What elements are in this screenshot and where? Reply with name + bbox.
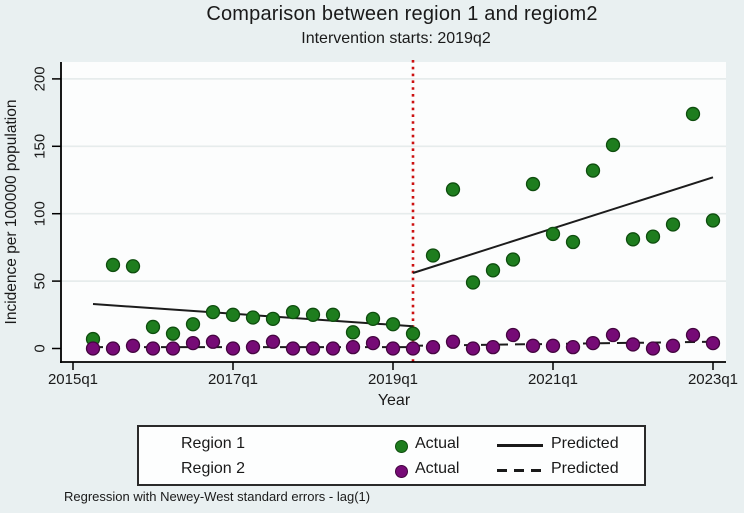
- data-point-region-1-actual: [185, 317, 201, 332]
- data-point-region-1-actual: [585, 163, 601, 178]
- data-point-region-1-actual: [325, 307, 341, 322]
- data-point-region-2-actual: [565, 340, 581, 355]
- data-point-region-2-actual: [425, 340, 441, 355]
- data-point-region-2-actual: [545, 338, 561, 353]
- data-point-region-2-actual: [105, 341, 121, 356]
- data-point-region-1-actual: [365, 311, 381, 326]
- region1-predicted-line-icon: [497, 444, 543, 447]
- data-point-region-1-actual: [405, 326, 421, 341]
- data-point-region-1-actual: [645, 229, 661, 244]
- data-point-region-1-actual: [625, 232, 641, 247]
- data-point-region-1-actual: [665, 217, 681, 232]
- data-point-region-2-actual: [465, 341, 481, 356]
- y-tick-label: 50: [32, 273, 49, 290]
- data-point-region-1-actual: [705, 213, 721, 228]
- data-point-region-1-actual: [305, 307, 321, 322]
- region2-predicted-line-icon: [497, 469, 543, 472]
- x-tick-label: 2023q1: [688, 371, 738, 388]
- data-point-region-2-actual: [265, 334, 281, 349]
- data-point-region-1-actual: [425, 248, 441, 263]
- y-tick-label: 150: [32, 134, 49, 159]
- data-point-region-1-actual: [145, 319, 161, 335]
- plot-area: [61, 62, 726, 362]
- legend-region2-actual-label: Actual: [415, 460, 460, 477]
- data-point-region-1-actual: [525, 176, 541, 192]
- legend-region1-actual-label: Actual: [415, 435, 460, 452]
- legend-row-region2: Region 2 Actual Predicted: [139, 458, 644, 484]
- data-point-region-1-actual: [385, 317, 401, 332]
- data-point-region-1-actual: [345, 325, 361, 340]
- data-point-region-1-actual: [485, 263, 501, 278]
- data-point-region-2-actual: [685, 327, 701, 343]
- data-point-region-2-actual: [325, 341, 341, 356]
- data-point-region-2-actual: [345, 340, 361, 355]
- data-point-region-2-actual: [225, 341, 241, 356]
- data-point-region-2-actual: [705, 335, 721, 351]
- legend-region1-label: Region 1: [181, 435, 246, 452]
- data-point-region-2-actual: [305, 341, 321, 356]
- data-point-region-2-actual: [445, 334, 461, 349]
- data-point-region-1-actual: [245, 310, 261, 325]
- data-point-region-2-actual: [185, 335, 201, 351]
- region-1-predicted-segment: [412, 176, 714, 274]
- x-axis-title: Year: [378, 392, 411, 409]
- data-point-region-2-actual: [485, 340, 501, 355]
- data-point-region-2-actual: [405, 341, 421, 356]
- data-point-region-2-actual: [585, 335, 601, 351]
- regression-note: Regression with Newey-West standard erro…: [64, 489, 371, 504]
- data-point-region-1-actual: [565, 234, 581, 250]
- data-point-region-2-actual: [525, 338, 541, 353]
- y-tick-label: 100: [32, 201, 49, 226]
- legend-region2-predicted-label: Predicted: [551, 460, 619, 477]
- data-point-region-2-actual: [645, 341, 661, 356]
- region1-actual-marker-icon: [395, 440, 408, 453]
- x-tick-label: 2017q1: [208, 371, 258, 388]
- legend-row-region1: Region 1 Actual Predicted: [139, 433, 644, 459]
- data-point-region-1-actual: [445, 182, 461, 197]
- y-tick-label: 0: [32, 344, 49, 352]
- y-tick-label: 200: [32, 66, 49, 91]
- x-tick-label: 2019q1: [368, 371, 418, 388]
- data-point-region-1-actual: [685, 106, 701, 122]
- data-point-region-2-actual: [665, 338, 681, 353]
- data-point-region-2-actual: [85, 341, 101, 356]
- data-point-region-1-actual: [465, 275, 481, 290]
- data-point-region-1-actual: [105, 257, 121, 273]
- data-point-region-2-actual: [385, 341, 401, 356]
- data-point-region-1-actual: [545, 226, 561, 242]
- y-axis-title: Incidence per 100000 population: [3, 100, 20, 325]
- data-point-region-2-actual: [165, 341, 181, 356]
- data-point-region-1-actual: [265, 311, 281, 326]
- legend-region1-predicted-label: Predicted: [551, 435, 619, 452]
- data-point-region-1-actual: [225, 307, 241, 322]
- data-point-region-2-actual: [125, 338, 141, 353]
- data-point-region-2-actual: [245, 340, 261, 355]
- data-point-region-1-actual: [285, 304, 301, 320]
- data-point-region-1-actual: [605, 137, 621, 153]
- data-point-region-2-actual: [145, 341, 161, 356]
- data-point-region-1-actual: [205, 304, 221, 320]
- x-tick-label: 2015q1: [48, 371, 98, 388]
- legend-region2-label: Region 2: [181, 460, 246, 477]
- data-point-region-1-actual: [165, 326, 181, 341]
- data-point-region-2-actual: [605, 327, 621, 343]
- data-point-region-1-actual: [505, 252, 521, 267]
- data-point-region-1-actual: [125, 259, 141, 274]
- chart-title: Comparison between region 1 and regiom2: [206, 3, 598, 25]
- legend-box: Region 1 Actual Predicted Region 2 Actua…: [137, 425, 646, 486]
- data-point-region-2-actual: [205, 334, 221, 349]
- data-point-region-2-actual: [285, 341, 301, 356]
- data-point-region-2-actual: [365, 335, 381, 351]
- region2-actual-marker-icon: [395, 465, 408, 478]
- data-point-region-2-actual: [505, 327, 521, 343]
- x-tick-label: 2021q1: [528, 371, 578, 388]
- chart-subtitle: Intervention starts: 2019q2: [301, 30, 491, 47]
- data-point-region-2-actual: [625, 337, 641, 352]
